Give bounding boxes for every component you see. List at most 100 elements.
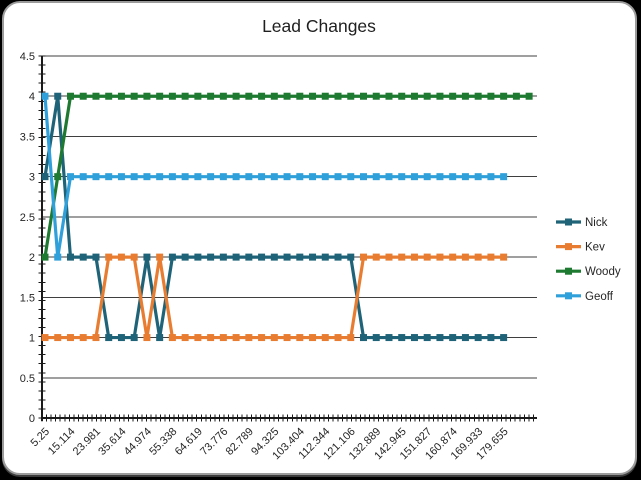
marker-woody[interactable] (232, 92, 240, 100)
marker-geoff[interactable] (219, 173, 227, 181)
marker-kev[interactable] (360, 253, 367, 261)
marker-nick[interactable] (181, 253, 189, 261)
marker-woody[interactable] (181, 92, 189, 100)
marker-kev[interactable] (105, 253, 113, 261)
marker-nick[interactable] (296, 253, 304, 261)
marker-geoff[interactable] (334, 173, 342, 181)
marker-geoff[interactable] (245, 173, 253, 181)
legend-item-woody[interactable]: Woody (556, 266, 621, 278)
marker-kev[interactable] (245, 334, 253, 342)
marker-nick[interactable] (117, 334, 125, 342)
marker-geoff[interactable] (500, 173, 508, 181)
marker-kev[interactable] (194, 334, 202, 342)
marker-kev[interactable] (372, 253, 380, 261)
marker-woody[interactable] (410, 92, 418, 100)
marker-woody[interactable] (360, 92, 367, 100)
marker-kev[interactable] (334, 334, 342, 342)
marker-geoff[interactable] (232, 173, 240, 181)
marker-nick[interactable] (232, 253, 240, 261)
marker-nick[interactable] (92, 253, 100, 261)
marker-woody[interactable] (258, 92, 266, 100)
marker-nick[interactable] (219, 253, 227, 261)
marker-woody[interactable] (461, 92, 469, 100)
marker-woody[interactable] (372, 92, 380, 100)
marker-kev[interactable] (500, 253, 508, 261)
marker-woody[interactable] (194, 92, 202, 100)
marker-woody[interactable] (219, 92, 227, 100)
chart-title[interactable]: Lead Changes (262, 16, 376, 36)
marker-nick[interactable] (130, 334, 138, 342)
marker-kev[interactable] (410, 253, 418, 261)
marker-nick[interactable] (270, 253, 278, 261)
marker-geoff[interactable] (207, 173, 215, 181)
marker-geoff[interactable] (156, 173, 164, 181)
marker-kev[interactable] (283, 334, 291, 342)
marker-geoff[interactable] (143, 173, 151, 181)
marker-geoff[interactable] (436, 173, 444, 181)
marker-woody[interactable] (283, 92, 291, 100)
marker-kev[interactable] (309, 334, 317, 342)
marker-kev[interactable] (117, 253, 125, 261)
marker-geoff[interactable] (321, 173, 329, 181)
legend-item-geoff[interactable]: Geoff (556, 291, 614, 303)
marker-geoff[interactable] (487, 173, 495, 181)
marker-woody[interactable] (168, 92, 176, 100)
marker-woody[interactable] (398, 92, 406, 100)
marker-nick[interactable] (321, 253, 329, 261)
marker-nick[interactable] (372, 334, 380, 342)
marker-nick[interactable] (194, 253, 202, 261)
marker-nick[interactable] (360, 334, 367, 342)
marker-nick[interactable] (423, 334, 431, 342)
marker-kev[interactable] (398, 253, 406, 261)
marker-nick[interactable] (461, 334, 469, 342)
marker-geoff[interactable] (372, 173, 380, 181)
marker-kev[interactable] (296, 334, 304, 342)
marker-woody[interactable] (512, 92, 520, 100)
marker-kev[interactable] (347, 334, 355, 342)
marker-geoff[interactable] (398, 173, 406, 181)
marker-woody[interactable] (245, 92, 253, 100)
marker-kev[interactable] (79, 334, 87, 342)
marker-kev[interactable] (423, 253, 431, 261)
marker-geoff[interactable] (347, 173, 355, 181)
marker-woody[interactable] (41, 253, 49, 261)
marker-geoff[interactable] (296, 173, 304, 181)
marker-woody[interactable] (525, 92, 533, 100)
marker-geoff[interactable] (258, 173, 266, 181)
marker-geoff[interactable] (92, 173, 100, 181)
marker-woody[interactable] (54, 173, 62, 181)
marker-nick[interactable] (143, 253, 151, 261)
marker-nick[interactable] (105, 334, 113, 342)
marker-woody[interactable] (321, 92, 329, 100)
marker-kev[interactable] (219, 334, 227, 342)
marker-nick[interactable] (41, 173, 49, 181)
marker-woody[interactable] (474, 92, 482, 100)
marker-kev[interactable] (321, 334, 329, 342)
marker-nick[interactable] (168, 253, 176, 261)
legend-item-nick[interactable]: Nick (556, 217, 608, 229)
marker-kev[interactable] (207, 334, 215, 342)
marker-nick[interactable] (449, 334, 457, 342)
marker-geoff[interactable] (194, 173, 202, 181)
marker-nick[interactable] (156, 334, 164, 342)
marker-kev[interactable] (130, 253, 138, 261)
marker-nick[interactable] (474, 334, 482, 342)
marker-geoff[interactable] (385, 173, 393, 181)
marker-woody[interactable] (66, 92, 74, 100)
marker-woody[interactable] (347, 92, 355, 100)
marker-nick[interactable] (398, 334, 406, 342)
marker-kev[interactable] (143, 334, 151, 342)
marker-woody[interactable] (207, 92, 215, 100)
marker-geoff[interactable] (461, 173, 469, 181)
marker-nick[interactable] (347, 253, 355, 261)
marker-kev[interactable] (92, 334, 100, 342)
marker-kev[interactable] (474, 253, 482, 261)
marker-nick[interactable] (334, 253, 342, 261)
marker-woody[interactable] (270, 92, 278, 100)
marker-kev[interactable] (66, 334, 74, 342)
marker-nick[interactable] (66, 253, 74, 261)
marker-woody[interactable] (117, 92, 125, 100)
marker-kev[interactable] (436, 253, 444, 261)
marker-geoff[interactable] (474, 173, 482, 181)
marker-geoff[interactable] (423, 173, 431, 181)
